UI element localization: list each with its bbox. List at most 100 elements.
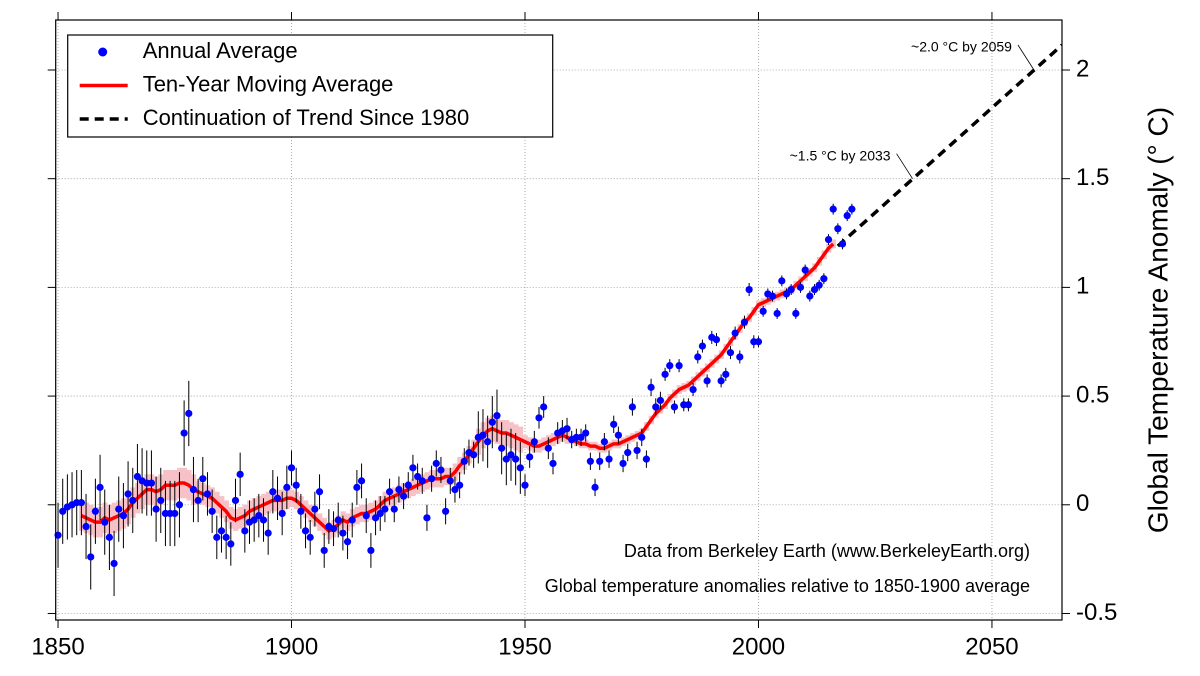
data-point — [273, 494, 282, 502]
data-point — [754, 338, 763, 346]
data-point — [502, 455, 510, 463]
data-point — [806, 292, 814, 300]
legend: Annual Average Ten-Year Moving Average Con… — [67, 34, 554, 138]
data-point — [91, 507, 99, 515]
x-tick-label: 1900 — [265, 633, 318, 660]
data-point — [264, 529, 272, 537]
data-point — [231, 496, 240, 505]
data-point — [413, 472, 422, 481]
data-point — [87, 553, 95, 561]
data-point — [404, 481, 412, 489]
data-point — [428, 475, 436, 483]
data-point — [516, 464, 524, 472]
data-point — [698, 342, 707, 350]
data-point — [652, 403, 660, 411]
data-point — [731, 329, 739, 337]
data-point — [399, 492, 408, 500]
data-point — [736, 353, 744, 361]
legend-label: Continuation of Trend Since 1980 — [143, 105, 470, 130]
data-point — [432, 459, 440, 468]
uncertainty-band — [830, 239, 837, 249]
data-point — [740, 318, 749, 326]
data-point — [512, 455, 520, 463]
data-point — [526, 453, 534, 461]
source-note: Global temperature anomalies relative to… — [545, 576, 1030, 596]
data-point — [745, 285, 753, 294]
data-point — [675, 362, 683, 370]
data-point — [269, 488, 277, 496]
x-tick-label: 2000 — [732, 633, 785, 660]
data-point — [507, 451, 515, 459]
data-point — [717, 377, 725, 385]
y-tick-label: 0 — [1076, 490, 1089, 517]
legend-label: Ten-Year Moving Average — [143, 71, 394, 96]
data-point — [446, 477, 454, 485]
data-point — [357, 477, 366, 485]
data-point — [199, 475, 207, 483]
data-point — [703, 377, 711, 385]
data-point — [829, 205, 837, 213]
data-point — [848, 205, 856, 213]
data-point — [642, 455, 651, 463]
data-point — [175, 501, 184, 509]
annotation-leader — [896, 153, 913, 179]
x-tick-label: 1950 — [498, 633, 551, 660]
data-point — [203, 490, 212, 498]
y-tick-label: 1.5 — [1076, 164, 1109, 191]
data-point — [670, 403, 679, 411]
data-point — [362, 512, 370, 520]
data-point — [287, 464, 296, 472]
y-axis-label: Global Temperature Anomaly (° C) — [1142, 107, 1173, 533]
data-point — [773, 309, 781, 318]
data-point — [820, 275, 828, 283]
data-point — [124, 490, 132, 498]
data-point — [638, 433, 646, 441]
data-point — [283, 483, 291, 491]
data-point — [460, 457, 468, 465]
data-point — [544, 444, 552, 452]
x-tick-label: 2050 — [965, 633, 1018, 660]
data-point — [236, 470, 244, 478]
data-point — [540, 403, 548, 411]
data-point — [577, 433, 585, 441]
data-point — [194, 496, 202, 505]
data-point — [530, 438, 538, 446]
data-point — [451, 485, 459, 494]
data-point — [610, 420, 618, 428]
annotation: ~2.0 °C by 2059 — [911, 39, 1012, 55]
data-point — [96, 483, 104, 491]
data-point — [778, 277, 786, 285]
data-point — [423, 514, 431, 522]
data-point — [586, 457, 594, 465]
data-point — [843, 212, 851, 220]
data-point — [596, 457, 604, 465]
data-point — [591, 483, 599, 491]
data-point — [353, 483, 361, 491]
data-point — [801, 266, 809, 274]
data-point — [689, 385, 697, 394]
data-point — [470, 451, 478, 459]
data-point — [834, 225, 842, 233]
data-point — [105, 533, 114, 541]
data-point — [647, 383, 655, 391]
data-point — [409, 464, 417, 472]
annotation: ~1.5 °C by 2033 — [790, 147, 891, 163]
trend-line — [836, 43, 1062, 248]
data-point — [371, 514, 380, 522]
y-tick-label: -0.5 — [1076, 599, 1117, 626]
data-point — [241, 527, 249, 535]
data-point — [348, 516, 356, 524]
data-point — [493, 412, 501, 420]
data-point — [563, 425, 571, 433]
data-point — [227, 540, 235, 548]
data-point — [395, 485, 403, 494]
data-point — [521, 481, 529, 489]
data-point — [217, 527, 226, 535]
data-point — [810, 285, 819, 294]
legend-symbol — [98, 47, 108, 57]
data-point — [334, 516, 342, 524]
data-point — [250, 516, 258, 524]
data-point — [320, 546, 328, 555]
data-point — [343, 538, 352, 546]
